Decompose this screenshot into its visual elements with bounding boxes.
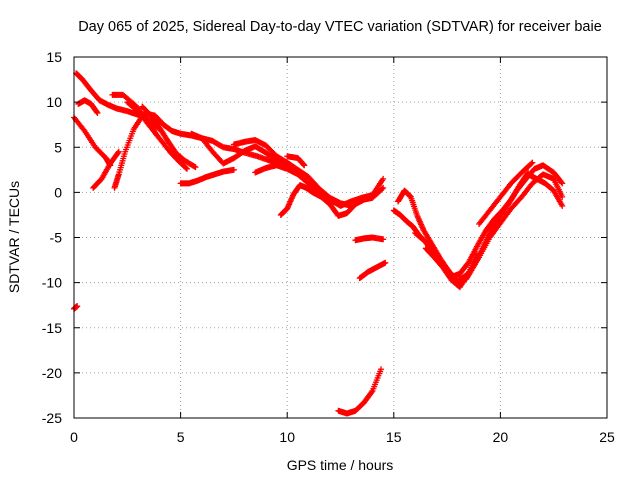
series-arc-p [352,234,387,244]
chart-title: Day 065 of 2025, Sidereal Day-to-day VTE… [78,19,602,35]
data-point [529,159,536,166]
grid-lines [74,57,607,418]
data-point [368,389,375,396]
series-arc-m [277,182,387,219]
data-point [378,366,385,373]
series-arc-v [476,159,536,227]
y-tick-label: -15 [42,320,62,336]
series-arc-o [335,366,385,417]
x-axis-label: GPS time / hours [287,457,394,473]
data-point [115,148,122,155]
data-point [380,236,387,243]
data-point [94,109,101,116]
axis-ticks: 0 5 10 15 20 25 15 10 5 0 -5 -10 -15 -20 -25 [42,49,615,445]
series-arc-i [177,166,237,187]
series-arc-q [356,259,389,282]
series-arc-x [422,245,480,291]
data-point [192,164,199,171]
series-arc-d [90,148,122,191]
data-point [114,149,121,156]
data-point [230,166,237,173]
data-points [71,70,566,417]
data-point [380,184,387,191]
y-tick-label: -10 [42,275,62,291]
data-point [473,250,480,257]
series-arc-h [139,103,199,171]
y-tick-label: 5 [54,139,62,155]
data-point [74,303,81,310]
data-point [380,175,387,182]
data-point [379,185,386,192]
y-tick-label: 0 [54,184,62,200]
data-point [183,165,190,172]
data-point [559,202,566,209]
y-tick-label: -5 [50,230,63,246]
plot-frame [73,56,608,419]
data-point [301,162,308,169]
y-tick-label: -25 [42,410,62,426]
y-axis-label: SDTVAR / TECUs [6,181,22,293]
y-tick-label: 10 [46,94,62,110]
data-point [528,160,535,167]
data-point [558,179,565,186]
data-point [382,259,389,266]
data-point [183,165,190,172]
series-arc-w [525,171,566,209]
x-tick-label: 0 [70,429,78,445]
data-point [559,193,566,200]
y-tick-label: -20 [42,365,62,381]
x-tick-label: 15 [386,429,402,445]
series-arc-g [124,99,190,172]
series-arc-n [284,153,308,169]
y-tick-label: 15 [46,49,62,65]
x-tick-label: 20 [493,429,509,445]
data-point [559,180,566,187]
x-tick-label: 25 [599,429,615,445]
x-tick-label: 5 [177,429,185,445]
x-tick-label: 10 [279,429,295,445]
